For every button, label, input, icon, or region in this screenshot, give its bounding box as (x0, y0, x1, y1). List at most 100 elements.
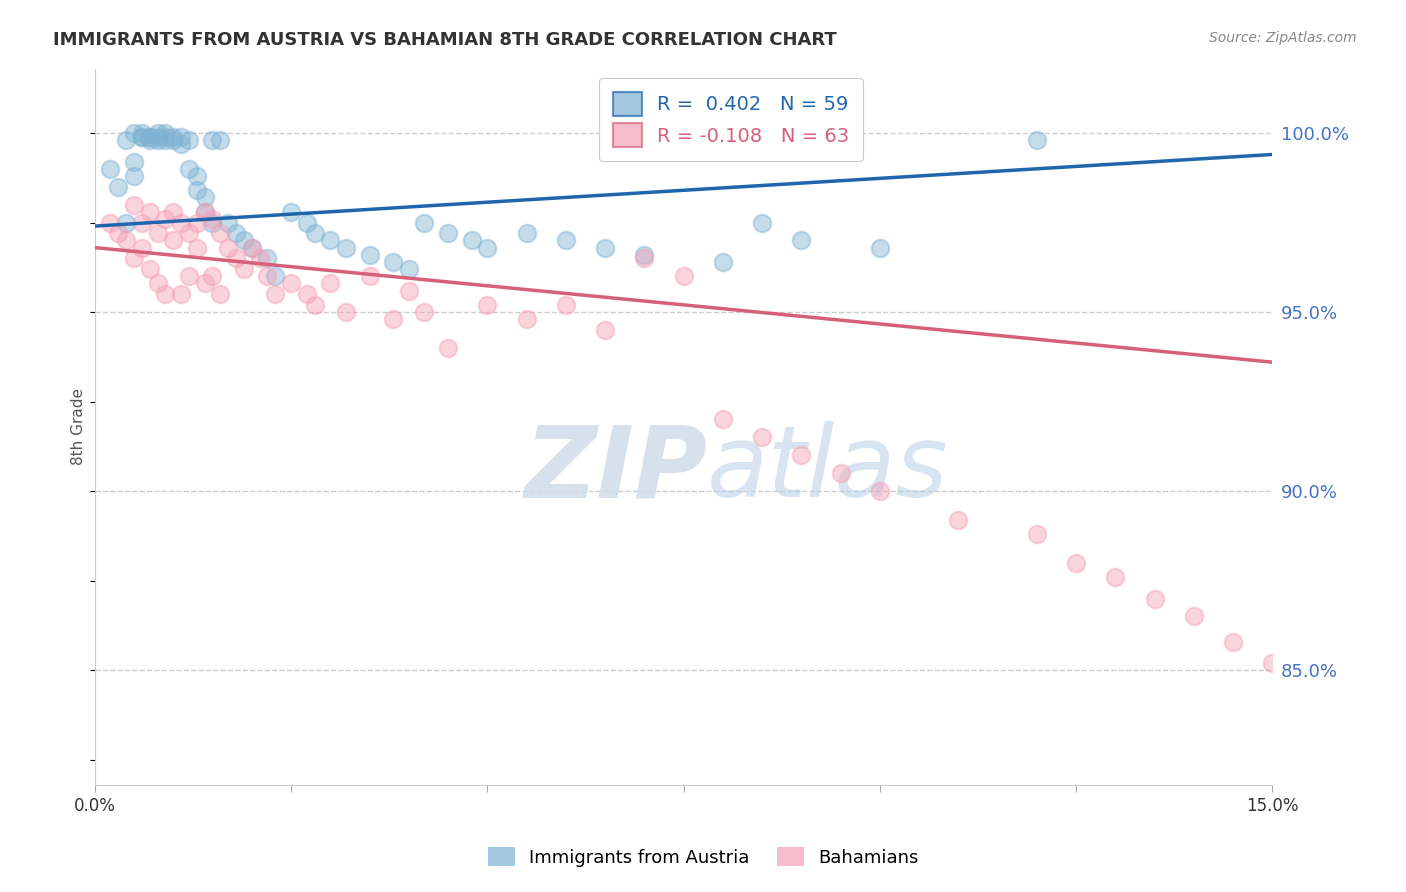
Point (217, 241, 239, 255)
Point (264, 287, 287, 301)
Point (398, 262, 420, 277)
Point (225, 226, 247, 240)
Point (295, 287, 318, 301)
Point (131, 129, 153, 144)
Point (240, 241, 263, 255)
Point (131, 126, 153, 140)
Point (201, 215, 224, 229)
Point (593, 323, 616, 337)
Point (249, 252, 271, 266)
Point (1261, 656, 1284, 670)
Point (319, 277, 342, 291)
Point (413, 215, 436, 229)
Point (1143, 591, 1166, 606)
Point (122, 252, 145, 266)
Point (304, 298, 326, 312)
Point (155, 129, 177, 144)
Legend: Immigrants from Austria, Bahamians: Immigrants from Austria, Bahamians (481, 840, 925, 874)
Point (100, 215, 122, 229)
Point (751, 215, 773, 229)
Point (554, 298, 576, 312)
Point (209, 287, 232, 301)
Legend: R =  0.402   N = 59, R = -0.108   N = 63: R = 0.402 N = 59, R = -0.108 N = 63 (599, 78, 863, 161)
Point (790, 448, 813, 462)
Point (122, 197, 145, 211)
Point (633, 252, 655, 266)
Point (382, 255, 405, 269)
Point (295, 215, 318, 229)
Point (359, 269, 381, 284)
Point (155, 133, 177, 147)
Point (186, 241, 208, 255)
Point (382, 312, 405, 326)
Point (115, 215, 138, 229)
Point (107, 226, 129, 240)
Point (869, 241, 891, 255)
Point (201, 211, 224, 226)
Text: ZIP: ZIP (524, 421, 707, 518)
Point (146, 226, 169, 240)
Point (256, 269, 278, 284)
Point (398, 284, 420, 298)
Point (437, 226, 460, 240)
Point (217, 215, 239, 229)
Point (477, 241, 499, 255)
Point (186, 169, 208, 183)
Point (304, 226, 326, 240)
Point (437, 341, 460, 355)
Point (115, 234, 138, 248)
Point (672, 269, 695, 284)
Point (225, 252, 247, 266)
Point (122, 154, 145, 169)
Point (554, 234, 576, 248)
Point (593, 241, 616, 255)
Point (162, 129, 184, 144)
Point (100, 161, 122, 176)
Point (711, 412, 734, 426)
Point (201, 133, 224, 147)
Point (138, 204, 160, 219)
Point (138, 129, 160, 144)
Point (162, 234, 184, 248)
Point (335, 305, 357, 319)
Point (177, 269, 200, 284)
Point (477, 298, 499, 312)
Point (107, 179, 129, 194)
Point (146, 277, 169, 291)
Point (1026, 133, 1049, 147)
Point (162, 133, 184, 147)
Point (790, 234, 813, 248)
Text: atlas: atlas (707, 421, 949, 518)
Point (1026, 527, 1049, 541)
Point (194, 190, 217, 204)
Point (138, 133, 160, 147)
Point (177, 226, 200, 240)
Point (155, 287, 177, 301)
Point (830, 466, 852, 480)
Point (201, 269, 224, 284)
Point (1222, 634, 1244, 648)
Point (155, 211, 177, 226)
Point (1182, 609, 1205, 624)
Point (256, 252, 278, 266)
Point (335, 241, 357, 255)
Point (186, 215, 208, 229)
Point (209, 133, 232, 147)
Point (162, 204, 184, 219)
Point (115, 133, 138, 147)
Point (240, 241, 263, 255)
Point (232, 234, 254, 248)
Point (359, 248, 381, 262)
Point (122, 169, 145, 183)
Point (194, 204, 217, 219)
Point (516, 312, 538, 326)
Text: Source: ZipAtlas.com: Source: ZipAtlas.com (1209, 31, 1357, 45)
Point (170, 215, 193, 229)
Point (177, 133, 200, 147)
Point (146, 133, 169, 147)
Point (232, 262, 254, 277)
Text: IMMIGRANTS FROM AUSTRIA VS BAHAMIAN 8TH GRADE CORRELATION CHART: IMMIGRANTS FROM AUSTRIA VS BAHAMIAN 8TH … (53, 31, 837, 49)
Point (319, 234, 342, 248)
Point (1104, 570, 1126, 584)
Point (516, 226, 538, 240)
